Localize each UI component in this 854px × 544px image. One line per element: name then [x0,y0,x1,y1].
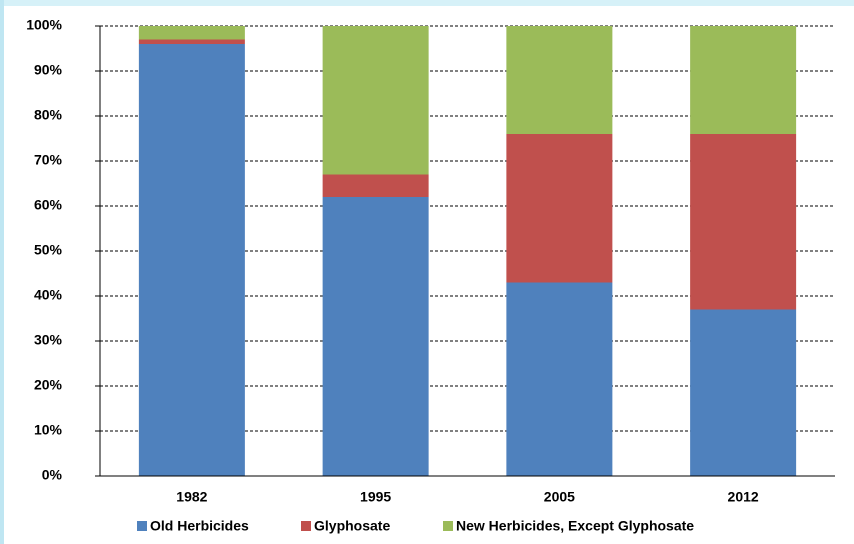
x-tick-label: 1982 [176,489,207,505]
y-tick-label: 10% [34,422,63,438]
y-tick-label: 30% [34,332,63,348]
y-tick-label: 20% [34,377,63,393]
bar-segment [138,39,245,44]
legend-label: New Herbicides, Except Glyphosate [456,518,694,534]
bar-segment [322,174,429,197]
y-tick-label: 0% [42,467,63,483]
bar-segment [138,44,245,476]
y-tick-label: 100% [26,17,62,33]
x-tick-label: 1995 [360,489,391,505]
bar-segment [506,134,613,283]
legend-swatch [443,521,453,531]
y-tick-label: 50% [34,242,63,258]
bar-segment [506,26,613,134]
bar-segment [690,309,797,476]
x-tick-label: 2005 [544,489,575,505]
bar-segment [506,282,613,476]
legend-swatch [301,521,311,531]
top-strip [0,0,854,6]
bar-segment [322,26,429,175]
y-tick-label: 70% [34,152,63,168]
left-border [0,0,4,544]
y-tick-label: 90% [34,62,63,78]
legend-swatch [137,521,147,531]
y-tick-label: 80% [34,107,63,123]
bar-segment [690,26,797,134]
y-tick-label: 60% [34,197,63,213]
bar-segment [322,197,429,476]
x-tick-label: 2012 [728,489,759,505]
bar-segment [690,134,797,310]
legend-label: Old Herbicides [150,518,249,534]
y-tick-label: 40% [34,287,63,303]
bar-segment [138,26,245,40]
legend-label: Glyphosate [314,518,390,534]
